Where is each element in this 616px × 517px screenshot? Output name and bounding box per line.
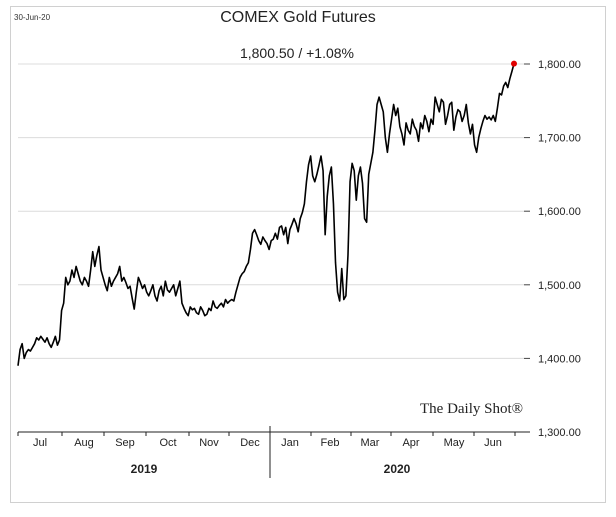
series-layer: [17, 60, 517, 366]
x-tick-label: Oct: [159, 437, 176, 449]
x-tick-label: May: [444, 437, 465, 449]
year-label: 2019: [131, 462, 158, 476]
chart-frame: [10, 6, 606, 503]
daily-shot-logo: The Daily Shot®: [420, 401, 524, 417]
grid-lines: [18, 63, 524, 359]
gold-price-line: [17, 63, 515, 366]
x-tick-label: Jan: [281, 437, 299, 449]
y-tick-label: 1,400.00: [538, 353, 581, 365]
y-tick-label: 1,300.00: [538, 427, 581, 439]
x-tick-label: Jul: [33, 437, 47, 449]
x-tick-label: Apr: [402, 437, 419, 449]
chart-title: COMEX Gold Futures: [220, 9, 376, 26]
x-tick-label: Feb: [321, 437, 340, 449]
x-tick-label: Jun: [484, 437, 502, 449]
x-tick-label: Dec: [240, 437, 260, 449]
x-axis: Jul Aug Sep Oct Nov Dec Jan Feb Mar Apr May Jun 2019…: [17, 426, 530, 478]
last-price-marker: [511, 60, 517, 67]
x-tick-label: Mar: [361, 437, 380, 449]
y-tick-label: 1,500.00: [538, 280, 581, 292]
x-tick-label: Nov: [199, 437, 219, 449]
price-change-label: 1,800.50 / +1.08%: [222, 43, 372, 63]
y-axis-ticks: 1,300.00 1,400.00 1,500.00 1,600.00 1,700.00…: [524, 59, 581, 439]
y-tick-label: 1,800.00: [538, 59, 581, 71]
year-label: 2020: [384, 462, 411, 476]
date-stamp: 30-Jun-20: [14, 13, 51, 22]
x-tick-label: Sep: [115, 437, 135, 449]
y-tick-label: 1,600.00: [538, 206, 581, 218]
x-tick-label: Aug: [74, 437, 94, 449]
y-tick-label: 1,700.00: [538, 133, 581, 145]
